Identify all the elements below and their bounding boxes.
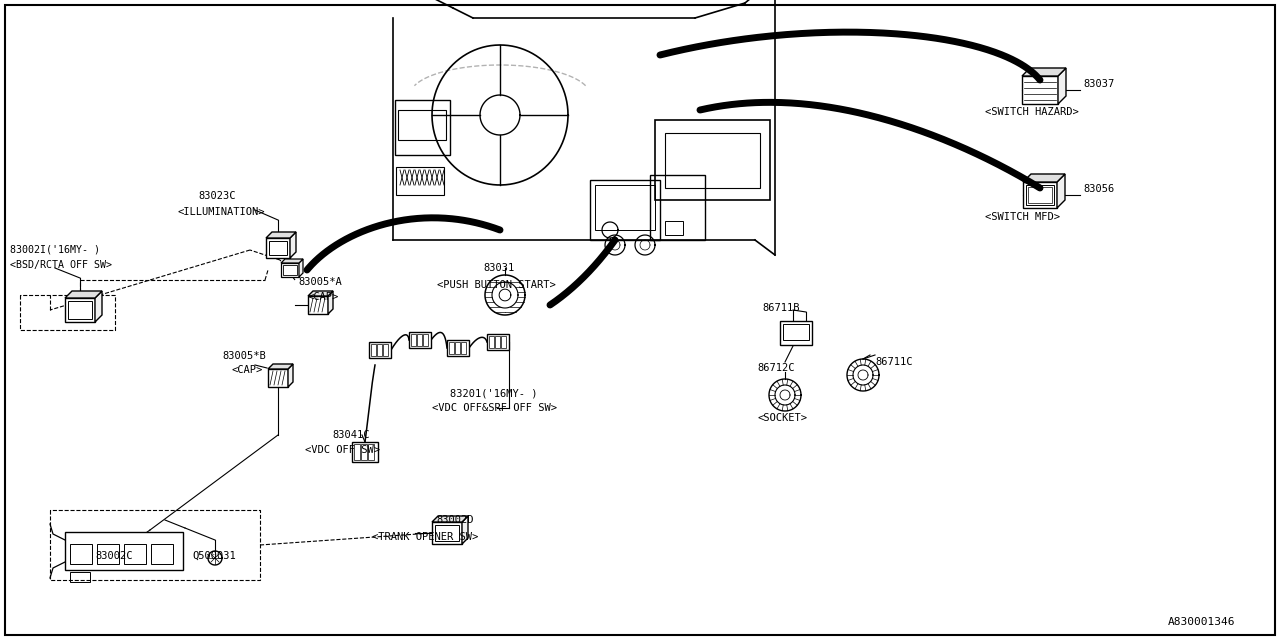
Bar bbox=[435, 525, 460, 541]
Text: Q500031: Q500031 bbox=[192, 551, 236, 561]
Bar bbox=[269, 241, 287, 255]
Bar bbox=[283, 265, 297, 275]
Polygon shape bbox=[268, 364, 293, 369]
Polygon shape bbox=[328, 291, 333, 314]
Polygon shape bbox=[266, 232, 296, 238]
Polygon shape bbox=[308, 291, 333, 296]
Text: <VDC OFF SW>: <VDC OFF SW> bbox=[305, 445, 380, 455]
Bar bbox=[410, 332, 431, 348]
Bar bbox=[411, 334, 416, 346]
Bar bbox=[1028, 187, 1052, 203]
Text: 83201('16MY- ): 83201('16MY- ) bbox=[451, 388, 538, 398]
Bar bbox=[97, 544, 119, 564]
Polygon shape bbox=[1021, 68, 1066, 76]
Polygon shape bbox=[300, 259, 303, 277]
Bar bbox=[454, 342, 460, 354]
Text: <BSD/RCTA OFF SW>: <BSD/RCTA OFF SW> bbox=[10, 260, 113, 270]
Bar bbox=[378, 344, 381, 356]
Polygon shape bbox=[1023, 174, 1065, 182]
Bar bbox=[489, 336, 494, 348]
Bar bbox=[355, 444, 360, 460]
Bar bbox=[422, 334, 428, 346]
Text: 83005*A: 83005*A bbox=[298, 277, 342, 287]
Bar bbox=[352, 442, 378, 462]
Bar bbox=[595, 185, 655, 230]
Bar bbox=[70, 544, 92, 564]
Bar bbox=[650, 175, 705, 240]
Bar bbox=[1027, 185, 1053, 205]
Text: 83037: 83037 bbox=[1083, 79, 1115, 89]
Polygon shape bbox=[282, 259, 303, 263]
Text: 83005*B: 83005*B bbox=[221, 351, 266, 361]
Polygon shape bbox=[65, 291, 102, 298]
Bar bbox=[398, 110, 445, 140]
Bar bbox=[780, 321, 812, 345]
Bar bbox=[396, 100, 451, 155]
Bar bbox=[124, 544, 146, 564]
Text: 83002D: 83002D bbox=[436, 515, 474, 525]
Text: 86711B: 86711B bbox=[762, 303, 800, 313]
Bar bbox=[666, 221, 684, 235]
Polygon shape bbox=[462, 516, 468, 544]
Text: 86712C: 86712C bbox=[756, 363, 795, 373]
Bar bbox=[361, 444, 367, 460]
Text: A830001346: A830001346 bbox=[1169, 617, 1235, 627]
Text: 83031: 83031 bbox=[483, 263, 515, 273]
Bar bbox=[495, 336, 500, 348]
Bar bbox=[1021, 76, 1059, 104]
Bar bbox=[70, 572, 90, 582]
Text: 83002C: 83002C bbox=[95, 551, 133, 561]
Text: <PUSH BUTTON START>: <PUSH BUTTON START> bbox=[436, 280, 556, 290]
Text: 83002I('16MY- ): 83002I('16MY- ) bbox=[10, 245, 100, 255]
Bar bbox=[447, 340, 468, 356]
Bar bbox=[590, 180, 660, 240]
Bar bbox=[268, 369, 288, 387]
Bar bbox=[369, 444, 374, 460]
Bar bbox=[65, 532, 183, 570]
Bar bbox=[417, 334, 422, 346]
Text: <ILLUMINATION>: <ILLUMINATION> bbox=[178, 207, 265, 217]
Text: <CAP>: <CAP> bbox=[232, 365, 264, 375]
Bar bbox=[500, 336, 506, 348]
Polygon shape bbox=[1057, 174, 1065, 208]
Bar bbox=[666, 133, 760, 188]
Bar bbox=[383, 344, 388, 356]
Bar bbox=[449, 342, 454, 354]
Bar bbox=[461, 342, 466, 354]
Bar bbox=[783, 324, 809, 340]
Polygon shape bbox=[433, 516, 468, 522]
Polygon shape bbox=[95, 291, 102, 322]
Bar bbox=[65, 298, 95, 322]
Text: <CAP>: <CAP> bbox=[307, 292, 338, 302]
Polygon shape bbox=[291, 232, 296, 258]
Text: 83041C: 83041C bbox=[332, 430, 370, 440]
Bar bbox=[655, 120, 771, 200]
Bar bbox=[266, 238, 291, 258]
Text: 83056: 83056 bbox=[1083, 184, 1115, 194]
Bar bbox=[371, 344, 376, 356]
Text: 86711C: 86711C bbox=[876, 357, 913, 367]
Bar bbox=[151, 544, 173, 564]
Bar bbox=[486, 334, 509, 350]
Bar bbox=[282, 263, 300, 277]
Text: <SOCKET>: <SOCKET> bbox=[756, 413, 806, 423]
Bar bbox=[369, 342, 390, 358]
Text: 83023C: 83023C bbox=[198, 191, 236, 201]
Bar bbox=[1023, 182, 1057, 208]
Text: <SWITCH MFD>: <SWITCH MFD> bbox=[986, 212, 1060, 222]
Bar bbox=[308, 296, 328, 314]
Polygon shape bbox=[1059, 68, 1066, 104]
Bar bbox=[68, 301, 92, 319]
Text: <VDC OFF&SRF OFF SW>: <VDC OFF&SRF OFF SW> bbox=[433, 403, 557, 413]
Bar bbox=[396, 167, 444, 195]
Text: <SWITCH HAZARD>: <SWITCH HAZARD> bbox=[986, 107, 1079, 117]
Polygon shape bbox=[288, 364, 293, 387]
Text: <TRANK OPENER SW>: <TRANK OPENER SW> bbox=[372, 532, 479, 542]
Bar bbox=[433, 522, 462, 544]
